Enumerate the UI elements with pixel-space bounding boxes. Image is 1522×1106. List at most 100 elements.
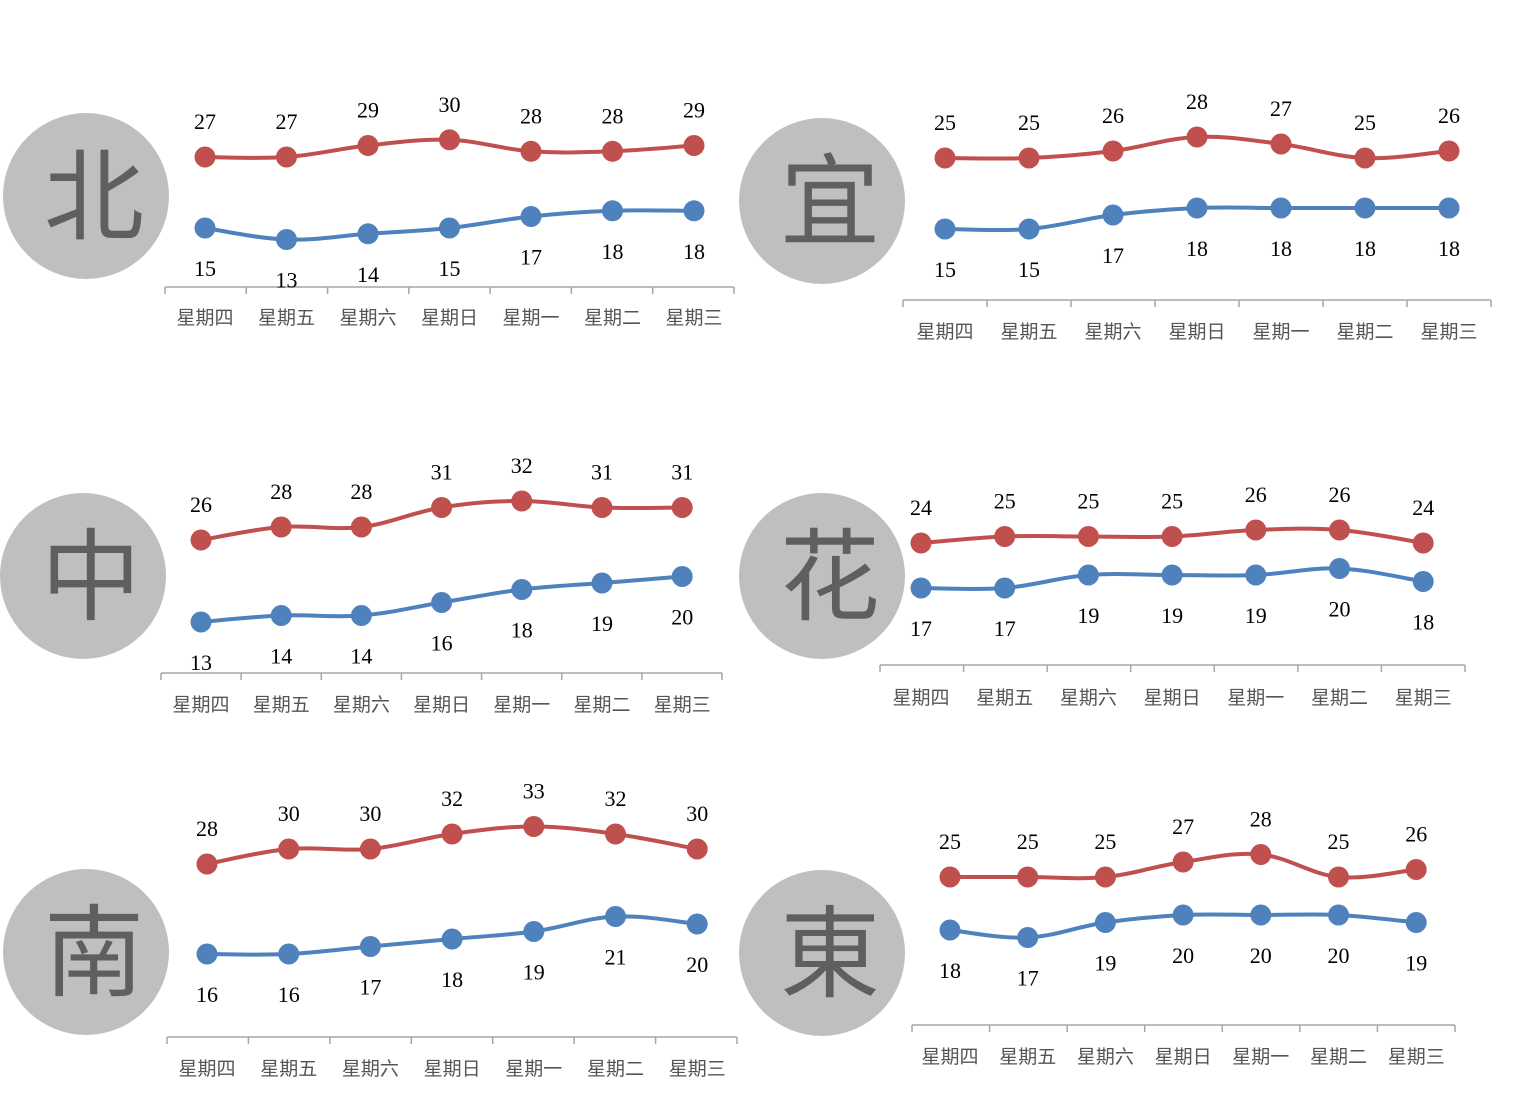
low-temp-point: [1077, 564, 1099, 586]
high-temp-label: 27: [1172, 814, 1194, 839]
low-temp-point: [190, 611, 212, 633]
x-tick-label: 星期二: [1311, 687, 1368, 709]
high-temp-point: [439, 129, 460, 151]
low-temp-label: 14: [270, 644, 292, 669]
high-temp-label: 26: [1245, 482, 1267, 507]
high-temp-label: 26: [190, 492, 212, 517]
high-temp-point: [350, 516, 372, 538]
high-temp-label: 26: [1438, 103, 1460, 128]
high-temp-point: [357, 135, 379, 156]
high-temp-point: [1094, 866, 1116, 888]
high-temp-label: 25: [1354, 110, 1376, 135]
high-temp-point: [276, 146, 297, 168]
low-temp-point: [441, 928, 463, 950]
high-temp-point: [605, 823, 626, 845]
x-tick-label: 星期一: [1227, 687, 1284, 709]
low-temp-point: [683, 200, 705, 222]
low-temp-label: 20: [1250, 943, 1272, 968]
high-temp-point: [910, 532, 932, 554]
high-temp-point: [683, 135, 705, 156]
low-temp-point: [602, 200, 623, 222]
low-temp-point: [1018, 218, 1040, 240]
x-tick-label: 星期三: [1420, 321, 1477, 343]
x-tick-label: 星期六: [333, 694, 390, 716]
high-temp-label: 25: [994, 489, 1016, 514]
high-temp-label: 24: [910, 495, 932, 520]
x-tick-label: 星期四: [892, 687, 949, 709]
x-tick-label: 星期二: [584, 307, 641, 329]
low-temp-point: [1250, 904, 1272, 926]
high-temp-label: 25: [939, 829, 961, 854]
high-temp-point: [520, 140, 542, 162]
low-temp-point: [591, 572, 613, 594]
x-tick-label: 星期一: [1232, 1046, 1289, 1068]
low-temp-label: 17: [1017, 966, 1039, 991]
low-temp-point: [523, 921, 545, 942]
high-temp-point: [939, 866, 961, 888]
x-tick-label: 星期一: [493, 694, 550, 716]
low-temp-point: [934, 218, 956, 240]
high-temp-point: [190, 529, 212, 551]
low-temp-point: [910, 577, 932, 599]
high-temp-label: 33: [523, 779, 545, 804]
high-temp-point: [934, 147, 956, 169]
high-temp-label: 27: [1270, 96, 1292, 121]
low-temp-point: [439, 217, 460, 239]
x-tick-label: 星期三: [669, 1058, 726, 1080]
region-circle: [739, 118, 905, 284]
low-temp-point: [1328, 904, 1349, 926]
high-temp-label: 28: [602, 103, 624, 128]
x-tick-label: 星期日: [1168, 321, 1225, 343]
low-temp-label: 19: [1077, 603, 1099, 628]
low-temp-point: [270, 605, 292, 626]
x-tick-label: 星期二: [1310, 1046, 1367, 1068]
low-temp-label: 19: [1245, 603, 1267, 628]
high-temp-label: 28: [1186, 89, 1208, 114]
high-temp-label: 25: [1094, 829, 1116, 854]
high-temp-label: 25: [1161, 489, 1183, 514]
high-temp-point: [686, 838, 708, 860]
x-tick-label: 星期三: [1388, 1046, 1445, 1068]
high-temp-label: 25: [1328, 829, 1350, 854]
high-temp-label: 32: [511, 453, 533, 478]
high-temp-point: [1405, 859, 1427, 880]
low-temp-label: 14: [350, 644, 372, 669]
high-temp-point: [1077, 526, 1099, 547]
low-temp-label: 18: [1438, 236, 1460, 261]
low-temp-label: 20: [1172, 943, 1194, 968]
x-tick-label: 星期日: [1155, 1046, 1212, 1068]
high-temp-point: [1354, 147, 1376, 169]
high-temp-point: [1270, 133, 1292, 155]
high-temp-label: 30: [439, 92, 461, 117]
low-temp-point: [357, 223, 379, 245]
low-temp-label: 18: [1354, 236, 1376, 261]
x-tick-label: 星期四: [178, 1058, 235, 1080]
x-tick-label: 星期日: [424, 1058, 481, 1080]
high-temp-point: [194, 146, 216, 168]
high-temp-label: 28: [270, 479, 292, 504]
high-temp-label: 31: [671, 460, 693, 485]
low-temp-label: 13: [276, 268, 298, 293]
low-temp-point: [671, 566, 693, 587]
low-temp-label: 16: [431, 631, 453, 656]
high-temp-label: 31: [431, 460, 453, 485]
high-temp-point: [1172, 851, 1194, 873]
low-temp-point: [939, 919, 961, 941]
low-temp-label: 17: [1102, 243, 1124, 268]
low-temp-point: [194, 217, 216, 239]
region-label: 南: [44, 895, 144, 1012]
low-temp-label: 15: [194, 256, 216, 281]
region-circle: [3, 113, 169, 279]
region-circle: [0, 493, 166, 659]
x-tick-label: 星期日: [413, 694, 470, 716]
low-temp-label: 13: [190, 650, 212, 675]
high-temp-label: 27: [276, 109, 298, 134]
low-temp-point: [276, 229, 297, 250]
high-temp-label: 26: [1405, 822, 1427, 847]
low-temp-label: 19: [1405, 951, 1427, 976]
x-tick-label: 星期五: [999, 1046, 1056, 1068]
